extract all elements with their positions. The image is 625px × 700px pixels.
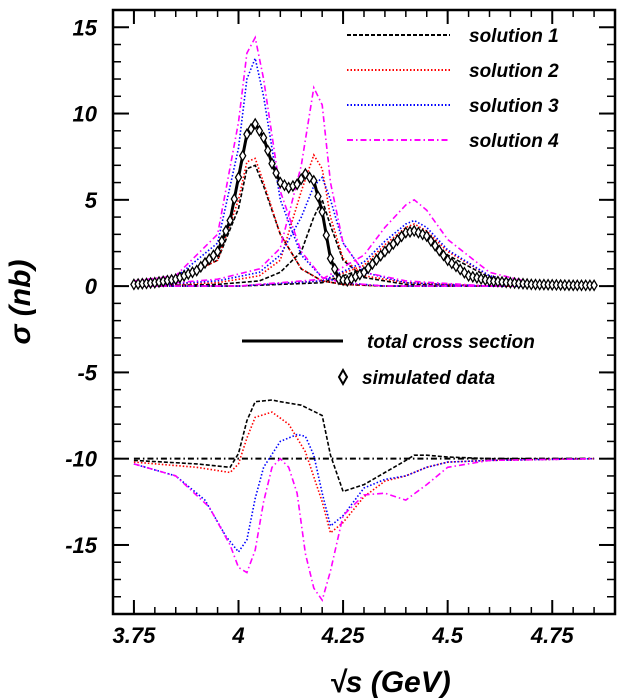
legend-label-total-cross-section: total cross section	[367, 332, 535, 353]
series-layer	[133, 35, 595, 603]
simulated-data-point	[322, 228, 331, 242]
simulated-data-point	[293, 178, 301, 191]
y-tick-label: 15	[73, 15, 98, 40]
y-axis-title: σ (nb)	[4, 260, 37, 345]
y-tick-label: 5	[85, 188, 98, 213]
simulated-data-point	[431, 239, 439, 252]
simulated-data-point	[251, 117, 259, 131]
legend-label-solution-3: solution 3	[469, 96, 559, 117]
simulated-data-point	[427, 234, 435, 248]
y-tick-label: 10	[73, 102, 98, 127]
simulated-data-point	[218, 234, 226, 248]
series-solution-4-component-2	[133, 85, 595, 287]
series-solution-3-component-2	[133, 175, 595, 287]
y-tick-label: 0	[85, 274, 98, 299]
simulated-data-point	[330, 262, 339, 276]
simulated-data-point	[222, 224, 230, 238]
legend-label-simulated-data: simulated data	[362, 368, 495, 389]
simulated-data-point	[259, 131, 268, 144]
y-tick-label: -15	[65, 533, 98, 558]
x-tick-label: 4.5	[431, 623, 463, 648]
simulated-data-point	[268, 157, 276, 170]
series-solution-3-component-4	[133, 433, 595, 554]
x-axis-title: √s (GeV)	[329, 666, 451, 699]
simulated-data-point	[310, 174, 318, 188]
legend-label-solution-1: solution 1	[469, 26, 559, 47]
y-tick-label: -10	[65, 447, 98, 472]
series-solution-2-component-2	[133, 153, 595, 287]
legend-label-solution-2: solution 2	[469, 61, 559, 82]
total-cross-section-layer	[130, 117, 598, 292]
series-solution-1-component-4	[133, 399, 595, 493]
simulated-data-point	[318, 205, 326, 219]
simulated-data-point	[230, 192, 239, 206]
x-tick-label: 4.75	[530, 623, 575, 648]
legend: solution 1 solution 2 solution 3 solutio…	[242, 26, 559, 389]
simulated-data-point	[272, 166, 280, 180]
x-tick-label: 3.75	[113, 623, 157, 648]
y-tick-label: -5	[77, 360, 97, 385]
series-solution-3-component-1	[133, 55, 595, 287]
simulated-data-point	[238, 149, 247, 163]
series-solution-2-component-1	[133, 157, 595, 287]
simulated-data-point	[314, 190, 322, 203]
y-tick-labels: 15 10 5 0 -5 -10 -15	[65, 15, 98, 558]
legend-marker-simulated-data	[337, 367, 349, 387]
series-solution-3-component-3	[133, 219, 595, 287]
x-tick-labels: 3.75 4 4.25 4.5 4.75	[113, 623, 575, 648]
series-solution-4-component-1	[133, 35, 595, 287]
simulated-data-point	[435, 244, 444, 257]
simulated-data-point	[243, 128, 251, 141]
simulated-data-point	[234, 171, 243, 184]
simulated-data-point	[422, 229, 431, 243]
series-solution-2-component-4	[133, 411, 595, 535]
simulated-data-point	[439, 249, 448, 262]
tick-marks	[113, 10, 615, 614]
x-tick-label: 4	[231, 623, 244, 648]
simulated-data-point	[590, 279, 598, 292]
simulated-data-point	[326, 252, 335, 265]
simulated-data-point	[247, 122, 255, 136]
simulated-data-point	[255, 124, 264, 138]
legend-label-solution-4: solution 4	[469, 131, 559, 152]
x-tick-label: 4.25	[321, 623, 366, 648]
simulated-data-point	[264, 144, 272, 157]
simulated-data-point	[213, 245, 222, 258]
simulated-data-point	[297, 172, 305, 186]
series-solution-4-component-3	[133, 198, 595, 287]
series-solution-4-component-4	[133, 457, 595, 603]
simulated-data-point	[226, 214, 234, 227]
series-solution-1-component-2	[133, 197, 595, 287]
